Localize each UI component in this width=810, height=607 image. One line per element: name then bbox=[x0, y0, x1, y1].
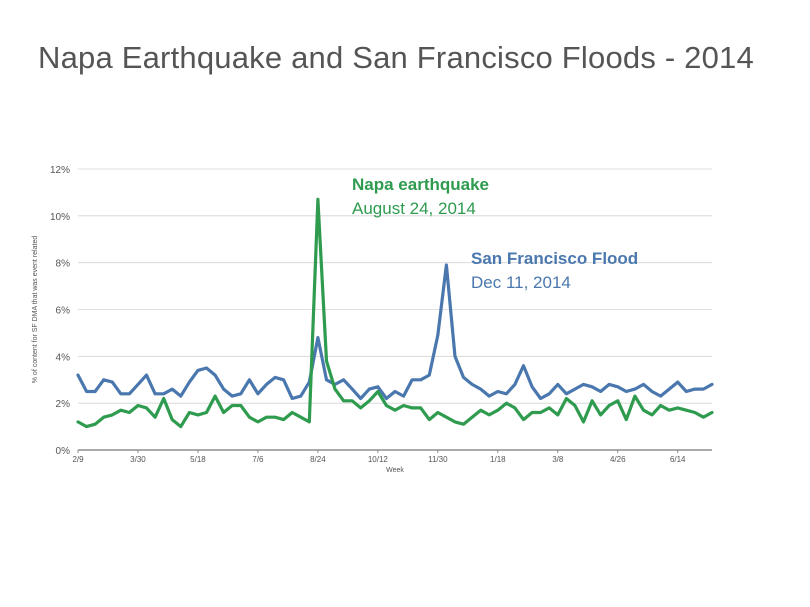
annotation-title: Napa earthquake bbox=[352, 175, 489, 194]
x-tick-label: 3/8 bbox=[552, 455, 564, 464]
x-tick-label: 6/14 bbox=[670, 455, 686, 464]
x-tick-label: 7/6 bbox=[252, 455, 264, 464]
y-tick-label: 4% bbox=[56, 352, 71, 363]
gridlines bbox=[78, 168, 712, 451]
x-axis-ticks: 2/9 3/30 5/18 7/6 8/24 10/12 11/30 1/18 3/8 4/26 6… bbox=[72, 450, 686, 464]
series-line-sf-flood bbox=[76, 263, 714, 401]
x-tick-label: 5/18 bbox=[190, 455, 206, 464]
x-tick-label: 10/12 bbox=[368, 455, 389, 464]
y-tick-label: 2% bbox=[56, 399, 71, 410]
y-tick-label: 12% bbox=[50, 165, 70, 176]
annotation-title: San Francisco Flood bbox=[471, 249, 638, 268]
x-tick-label: 11/30 bbox=[428, 455, 448, 464]
y-axis-label: % of content for SF DMA that was event r… bbox=[32, 236, 39, 384]
series-lines bbox=[76, 197, 714, 429]
y-tick-label: 8% bbox=[56, 259, 71, 270]
y-tick-label: 0% bbox=[56, 446, 71, 457]
y-axis-ticks: 0% 2% 4% 6% 8% 10% 12% bbox=[50, 165, 70, 457]
annotation-date: Dec 11, 2014 bbox=[471, 273, 571, 292]
y-tick-label: 6% bbox=[56, 306, 71, 317]
x-tick-label: 8/24 bbox=[310, 455, 326, 464]
series-line-napa-earthquake bbox=[76, 197, 714, 429]
x-tick-label: 1/18 bbox=[490, 455, 506, 464]
x-tick-label: 3/30 bbox=[130, 455, 146, 464]
x-tick-label: 4/26 bbox=[610, 455, 626, 464]
y-tick-label: 10% bbox=[50, 212, 70, 223]
page-title: Napa Earthquake and San Francisco Floods… bbox=[38, 40, 754, 75]
annotations: Napa earthquake August 24, 2014 San Franci… bbox=[352, 175, 638, 292]
x-tick-label: 2/9 bbox=[72, 455, 84, 464]
x-axis-label: Week bbox=[386, 467, 404, 474]
annotation-date: August 24, 2014 bbox=[352, 199, 476, 218]
